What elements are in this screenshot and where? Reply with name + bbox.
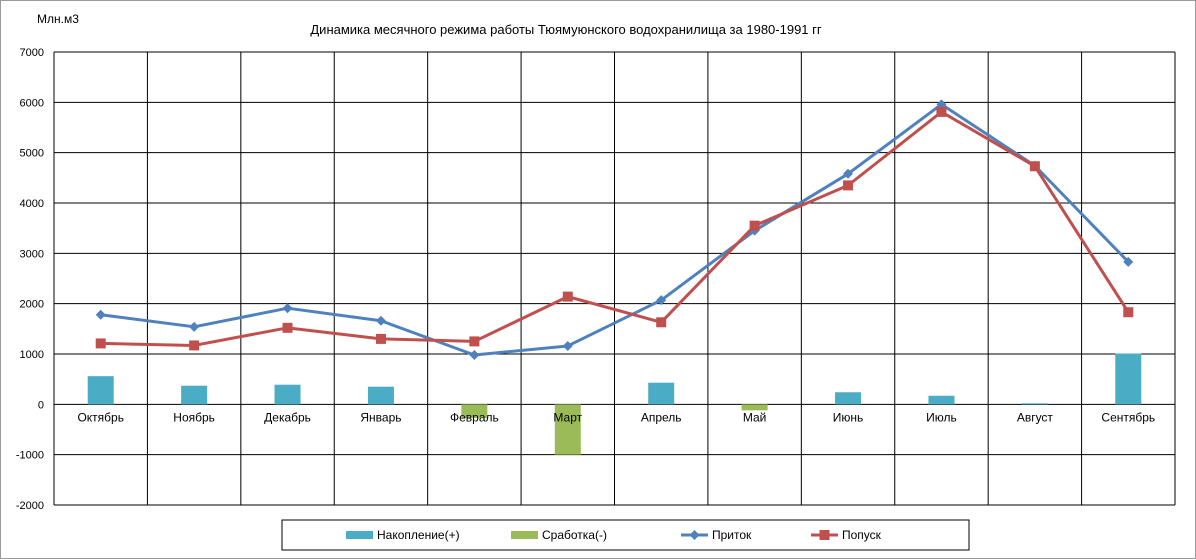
square-marker bbox=[656, 317, 667, 328]
legend: Накопление(+) Сработка(-) Приток Попуск bbox=[281, 519, 970, 551]
y-axis-unit-label: Млн.м3 bbox=[37, 12, 79, 26]
diamond-marker bbox=[1123, 256, 1134, 267]
legend-swatch bbox=[511, 531, 538, 539]
x-tick-label: Июнь bbox=[833, 410, 864, 424]
diamond-marker bbox=[562, 340, 573, 351]
grid: -2000 -1000 0 1000 2000 3000 4000 5000 6000 7000 bbox=[16, 47, 1176, 512]
x-tick-label: Сентябрь bbox=[1101, 410, 1155, 424]
diamond-marker bbox=[469, 350, 480, 361]
diamond-marker bbox=[375, 315, 386, 326]
square-marker bbox=[1123, 307, 1134, 318]
square-marker bbox=[843, 180, 854, 191]
bar bbox=[648, 382, 675, 405]
x-tick-label: Август bbox=[1017, 410, 1054, 424]
square-marker bbox=[375, 333, 386, 344]
diamond-marker bbox=[95, 309, 106, 320]
x-tick-label: Апрель bbox=[641, 410, 682, 424]
x-tick-label: Январь bbox=[360, 410, 401, 424]
x-tick-label: Октябрь bbox=[77, 410, 124, 424]
bar bbox=[741, 404, 768, 411]
y-tick-label: 6000 bbox=[20, 97, 44, 109]
bar bbox=[181, 385, 208, 405]
diamond-marker bbox=[689, 530, 700, 540]
bar bbox=[461, 404, 488, 418]
legend-label: Приток bbox=[712, 528, 752, 542]
bar bbox=[554, 404, 581, 455]
square-marker bbox=[936, 106, 947, 117]
y-tick-label: 0 bbox=[38, 399, 44, 411]
diamond-marker bbox=[282, 303, 293, 314]
y-tick-label: 1000 bbox=[20, 349, 44, 361]
square-marker bbox=[819, 530, 830, 540]
square-marker bbox=[282, 322, 293, 333]
bar bbox=[274, 384, 301, 405]
legend-swatch bbox=[346, 531, 373, 539]
x-tick-label: Ноябрь bbox=[173, 410, 215, 424]
square-marker bbox=[1029, 161, 1040, 172]
legend-label: Попуск bbox=[842, 528, 882, 542]
y-tick-label: 4000 bbox=[20, 198, 44, 210]
legend-label: Сработка(-) bbox=[542, 528, 607, 542]
bars bbox=[87, 353, 1142, 455]
x-tick-label: Май bbox=[743, 410, 767, 424]
y-tick-label: 2000 bbox=[20, 299, 44, 311]
legend-box bbox=[281, 519, 970, 551]
series-line bbox=[100, 110, 1130, 347]
diamond-marker bbox=[656, 295, 667, 306]
axes: Октябрь Ноябрь Декабрь Январь Февраль Март Апр… bbox=[77, 410, 1155, 424]
y-tick-label: -2000 bbox=[16, 500, 44, 512]
square-marker bbox=[562, 291, 573, 302]
diamond-marker bbox=[843, 168, 854, 179]
diamond-marker bbox=[936, 99, 947, 110]
y-tick-label: 3000 bbox=[20, 248, 44, 260]
bar bbox=[87, 376, 114, 405]
square-marker bbox=[95, 338, 106, 349]
bar bbox=[367, 386, 394, 405]
bar bbox=[1115, 353, 1142, 405]
x-tick-label: Декабрь bbox=[264, 410, 311, 424]
y-tick-label: 7000 bbox=[20, 47, 44, 59]
y-tick-label: 5000 bbox=[20, 148, 44, 160]
lines bbox=[95, 99, 1134, 361]
series-line bbox=[100, 102, 1130, 357]
bar bbox=[928, 395, 955, 405]
bar bbox=[835, 392, 862, 405]
x-tick-label: Февраль bbox=[450, 410, 499, 424]
x-tick-label: Март bbox=[553, 410, 582, 424]
square-marker bbox=[749, 220, 760, 231]
diamond-marker bbox=[189, 321, 200, 332]
square-marker bbox=[189, 340, 200, 351]
x-tick-label: Июль bbox=[926, 410, 957, 424]
legend-label: Накопление(+) bbox=[377, 528, 460, 542]
y-tick-label: -1000 bbox=[16, 450, 44, 462]
square-marker bbox=[469, 336, 480, 347]
bar bbox=[1021, 403, 1048, 405]
chart-title: Динамика месячного режима работы Тюямуюн… bbox=[310, 22, 822, 37]
